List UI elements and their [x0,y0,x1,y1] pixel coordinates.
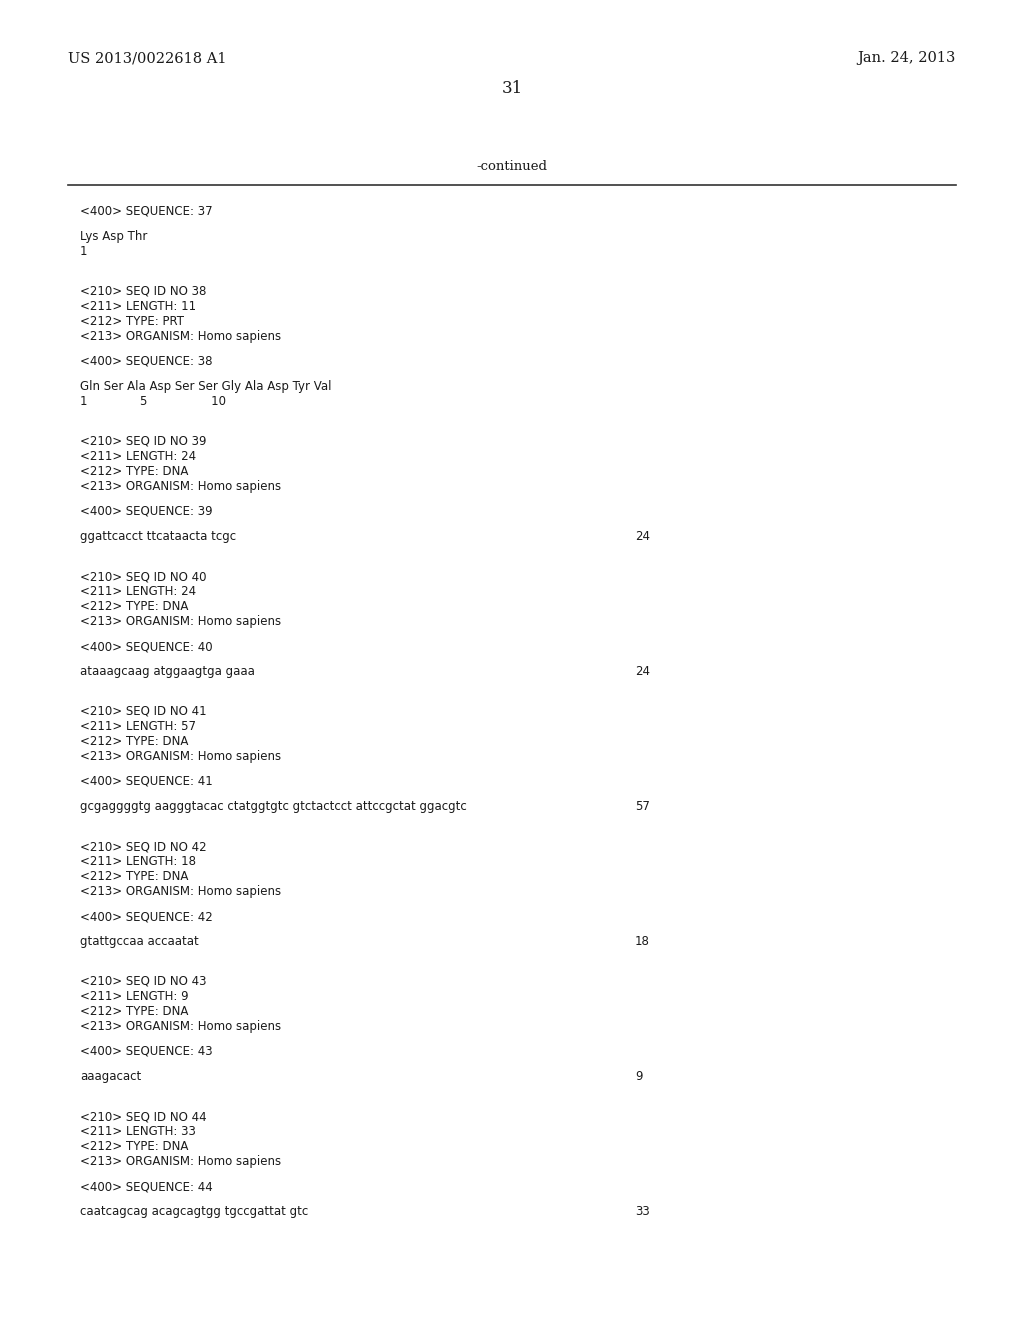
Text: gtattgccaa accaatat: gtattgccaa accaatat [80,935,199,948]
Text: <211> LENGTH: 24: <211> LENGTH: 24 [80,450,197,463]
Text: <213> ORGANISM: Homo sapiens: <213> ORGANISM: Homo sapiens [80,615,282,628]
Text: <212> TYPE: DNA: <212> TYPE: DNA [80,465,188,478]
Text: <211> LENGTH: 9: <211> LENGTH: 9 [80,990,188,1003]
Text: 1              5                 10: 1 5 10 [80,395,226,408]
Text: aaagacact: aaagacact [80,1071,141,1082]
Text: 31: 31 [502,81,522,96]
Text: <210> SEQ ID NO 39: <210> SEQ ID NO 39 [80,436,207,447]
Text: caatcagcag acagcagtgg tgccgattat gtc: caatcagcag acagcagtgg tgccgattat gtc [80,1205,308,1218]
Text: <210> SEQ ID NO 38: <210> SEQ ID NO 38 [80,285,207,298]
Text: <213> ORGANISM: Homo sapiens: <213> ORGANISM: Homo sapiens [80,480,282,492]
Text: <210> SEQ ID NO 44: <210> SEQ ID NO 44 [80,1110,207,1123]
Text: <211> LENGTH: 11: <211> LENGTH: 11 [80,300,197,313]
Text: Jan. 24, 2013: Jan. 24, 2013 [858,51,956,65]
Text: <400> SEQUENCE: 38: <400> SEQUENCE: 38 [80,355,213,368]
Text: 1: 1 [80,246,87,257]
Text: <211> LENGTH: 18: <211> LENGTH: 18 [80,855,196,869]
Text: <400> SEQUENCE: 41: <400> SEQUENCE: 41 [80,775,213,788]
Text: <212> TYPE: PRT: <212> TYPE: PRT [80,315,184,327]
Text: ggattcacct ttcataacta tcgc: ggattcacct ttcataacta tcgc [80,531,237,543]
Text: <213> ORGANISM: Homo sapiens: <213> ORGANISM: Homo sapiens [80,330,282,343]
Text: 33: 33 [635,1205,650,1218]
Text: ataaagcaag atggaagtga gaaa: ataaagcaag atggaagtga gaaa [80,665,255,678]
Text: 18: 18 [635,935,650,948]
Text: <212> TYPE: DNA: <212> TYPE: DNA [80,1005,188,1018]
Text: <212> TYPE: DNA: <212> TYPE: DNA [80,601,188,612]
Text: 57: 57 [635,800,650,813]
Text: <211> LENGTH: 24: <211> LENGTH: 24 [80,585,197,598]
Text: <210> SEQ ID NO 42: <210> SEQ ID NO 42 [80,840,207,853]
Text: <213> ORGANISM: Homo sapiens: <213> ORGANISM: Homo sapiens [80,1155,282,1168]
Text: 9: 9 [635,1071,642,1082]
Text: <400> SEQUENCE: 39: <400> SEQUENCE: 39 [80,506,213,517]
Text: <213> ORGANISM: Homo sapiens: <213> ORGANISM: Homo sapiens [80,750,282,763]
Text: <213> ORGANISM: Homo sapiens: <213> ORGANISM: Homo sapiens [80,884,282,898]
Text: Lys Asp Thr: Lys Asp Thr [80,230,147,243]
Text: -continued: -continued [476,160,548,173]
Text: <213> ORGANISM: Homo sapiens: <213> ORGANISM: Homo sapiens [80,1020,282,1034]
Text: <400> SEQUENCE: 44: <400> SEQUENCE: 44 [80,1180,213,1193]
Text: <400> SEQUENCE: 37: <400> SEQUENCE: 37 [80,205,213,218]
Text: <210> SEQ ID NO 41: <210> SEQ ID NO 41 [80,705,207,718]
Text: <212> TYPE: DNA: <212> TYPE: DNA [80,735,188,748]
Text: <400> SEQUENCE: 40: <400> SEQUENCE: 40 [80,640,213,653]
Text: 24: 24 [635,531,650,543]
Text: <212> TYPE: DNA: <212> TYPE: DNA [80,1140,188,1152]
Text: <400> SEQUENCE: 43: <400> SEQUENCE: 43 [80,1045,213,1059]
Text: 24: 24 [635,665,650,678]
Text: US 2013/0022618 A1: US 2013/0022618 A1 [68,51,226,65]
Text: <210> SEQ ID NO 40: <210> SEQ ID NO 40 [80,570,207,583]
Text: <210> SEQ ID NO 43: <210> SEQ ID NO 43 [80,975,207,987]
Text: Gln Ser Ala Asp Ser Ser Gly Ala Asp Tyr Val: Gln Ser Ala Asp Ser Ser Gly Ala Asp Tyr … [80,380,332,393]
Text: gcgaggggtg aagggtacac ctatggtgtc gtctactcct attccgctat ggacgtc: gcgaggggtg aagggtacac ctatggtgtc gtctact… [80,800,467,813]
Text: <211> LENGTH: 57: <211> LENGTH: 57 [80,719,196,733]
Text: <212> TYPE: DNA: <212> TYPE: DNA [80,870,188,883]
Text: <211> LENGTH: 33: <211> LENGTH: 33 [80,1125,196,1138]
Text: <400> SEQUENCE: 42: <400> SEQUENCE: 42 [80,909,213,923]
